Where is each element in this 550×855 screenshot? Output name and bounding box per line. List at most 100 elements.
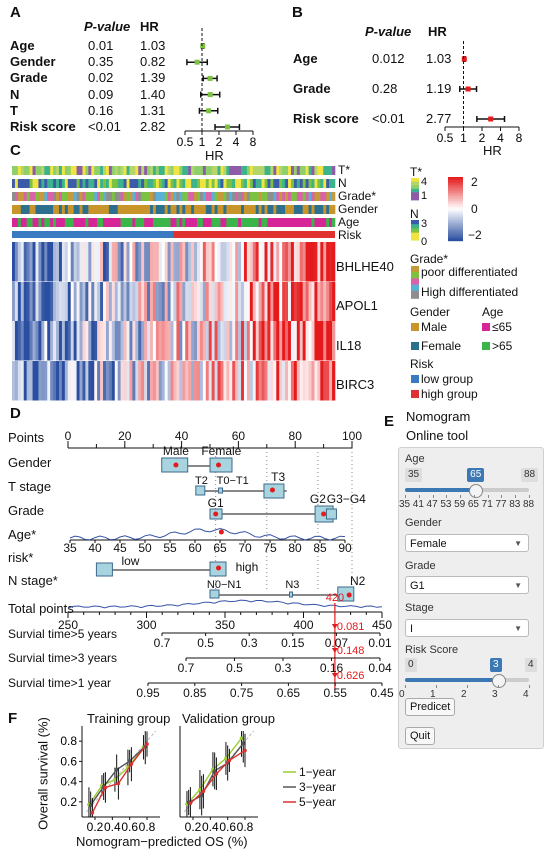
annotation-cell <box>223 218 227 227</box>
annotation-cell <box>285 192 289 201</box>
heatmap-cell <box>44 282 48 322</box>
annotation-cell <box>267 179 271 188</box>
forest-point <box>461 56 467 62</box>
annotation-cell <box>76 179 80 188</box>
annotation-cell <box>311 179 315 188</box>
annotation-cell <box>147 179 151 188</box>
heatmap-cell <box>170 361 174 401</box>
heatmap-cell <box>70 321 74 361</box>
t2-label: T2 <box>195 475 208 487</box>
heatmap-cell <box>305 321 309 361</box>
heatmap-cell <box>273 321 277 361</box>
heatmap-cell <box>279 361 283 401</box>
heatmap-cell <box>97 361 101 401</box>
annotation-cell <box>105 166 110 175</box>
heatmap-cell <box>120 282 124 322</box>
annotation-cell <box>202 179 207 188</box>
annotation-cell <box>302 192 306 201</box>
annotation-cell <box>199 218 204 227</box>
age-slider[interactable]: 35 88 65 35 41 47 53 59 65 71 77 83 88 <box>399 468 539 518</box>
annotation-cell <box>279 166 283 175</box>
heatmap-cell <box>202 321 207 361</box>
nomo-row-surv5: Survial time>5 years <box>8 627 118 641</box>
heatmap-cell <box>202 242 207 282</box>
annotation-cell <box>79 218 83 227</box>
annotation-cell <box>35 179 39 188</box>
annotation-cell <box>91 192 95 201</box>
annotation-cell <box>108 192 113 201</box>
annotation-cell <box>323 192 327 201</box>
risk-slider[interactable]: 0 4 3 0 1 2 3 4 <box>399 658 537 708</box>
gender-select[interactable]: Female ▼ <box>405 534 529 552</box>
annotation-cell <box>170 179 174 188</box>
panel-label-f: F <box>8 710 18 727</box>
heatmap-cell <box>41 282 45 322</box>
slider-tick <box>501 495 503 498</box>
heatmap-cell <box>320 321 324 361</box>
validation-point <box>241 741 246 746</box>
annotation-cell <box>267 192 271 201</box>
heatmap-cell <box>326 361 330 401</box>
annotation-cell <box>255 218 259 227</box>
annotation-cell <box>299 205 303 214</box>
heatmap-cell <box>85 282 89 322</box>
annotation-cell <box>117 218 121 227</box>
heatmap-cell <box>164 282 168 322</box>
heatmap-cell <box>314 361 318 401</box>
nomo-row-risk: risk* <box>8 550 34 565</box>
heatmap-cell <box>150 361 154 401</box>
annotation-cell <box>50 218 54 227</box>
heatmap-cell <box>223 282 227 322</box>
annotation-cell <box>126 166 130 175</box>
heatmap-cell <box>302 361 306 401</box>
annotation-cell <box>70 192 74 201</box>
heatmap-cell <box>170 321 174 361</box>
heatmap-cell <box>88 242 92 282</box>
heatmap-cell <box>332 361 336 401</box>
annotation-cell <box>232 205 236 214</box>
surv5-tick-label: 0.07 <box>325 636 349 650</box>
heatmap-cell <box>126 321 130 361</box>
predict-button[interactable]: Predicet <box>405 698 456 716</box>
colorbar-segment <box>448 201 463 203</box>
annotation-cell <box>273 205 277 214</box>
annotation-cell <box>23 205 27 214</box>
validation-point <box>212 769 217 773</box>
nomo-row-total: Total points <box>8 601 74 616</box>
annotation-cell <box>302 218 306 227</box>
heatmap-cell <box>191 242 195 282</box>
annotation-cell <box>85 218 89 227</box>
grade-select[interactable]: G1 ▼ <box>405 576 529 594</box>
heatmap-cell <box>50 321 54 361</box>
risk-bar-low <box>12 231 174 238</box>
annotation-cell <box>79 179 83 188</box>
heatmap-cell <box>191 361 195 401</box>
forest-tick-label: 1 <box>199 135 206 149</box>
age-slider-handle[interactable] <box>469 484 484 498</box>
annotation-cell <box>70 166 74 175</box>
heatmap-cell <box>105 282 110 322</box>
heatmap-cell <box>249 242 254 282</box>
heatmap-cell <box>132 321 136 361</box>
heatmap-cell <box>252 361 257 401</box>
points-tick-label: 0 <box>65 429 72 443</box>
training-title: Training group <box>87 711 171 726</box>
heatmap-cell <box>47 242 51 282</box>
heatmap-cell <box>44 242 48 282</box>
heatmap-cell <box>226 361 230 401</box>
heatmap-cell <box>226 242 230 282</box>
quit-button[interactable]: Quit <box>405 727 436 745</box>
colorbar-tick-neg2: −2 <box>468 228 482 242</box>
heatmap-cell <box>179 361 183 401</box>
annotation-cell <box>279 218 283 227</box>
annotation-cell <box>53 218 57 227</box>
heatmap-cell <box>264 242 268 282</box>
stage-select[interactable]: I ▼ <box>405 619 529 637</box>
risk-slider-handle[interactable] <box>492 674 506 688</box>
heatmap-cell <box>188 242 192 282</box>
colorbar-segment <box>448 186 463 189</box>
annotation-cell <box>147 192 151 201</box>
heatmap-cell <box>293 242 298 282</box>
annotation-cell <box>214 166 218 175</box>
gender-female-point <box>216 462 222 468</box>
